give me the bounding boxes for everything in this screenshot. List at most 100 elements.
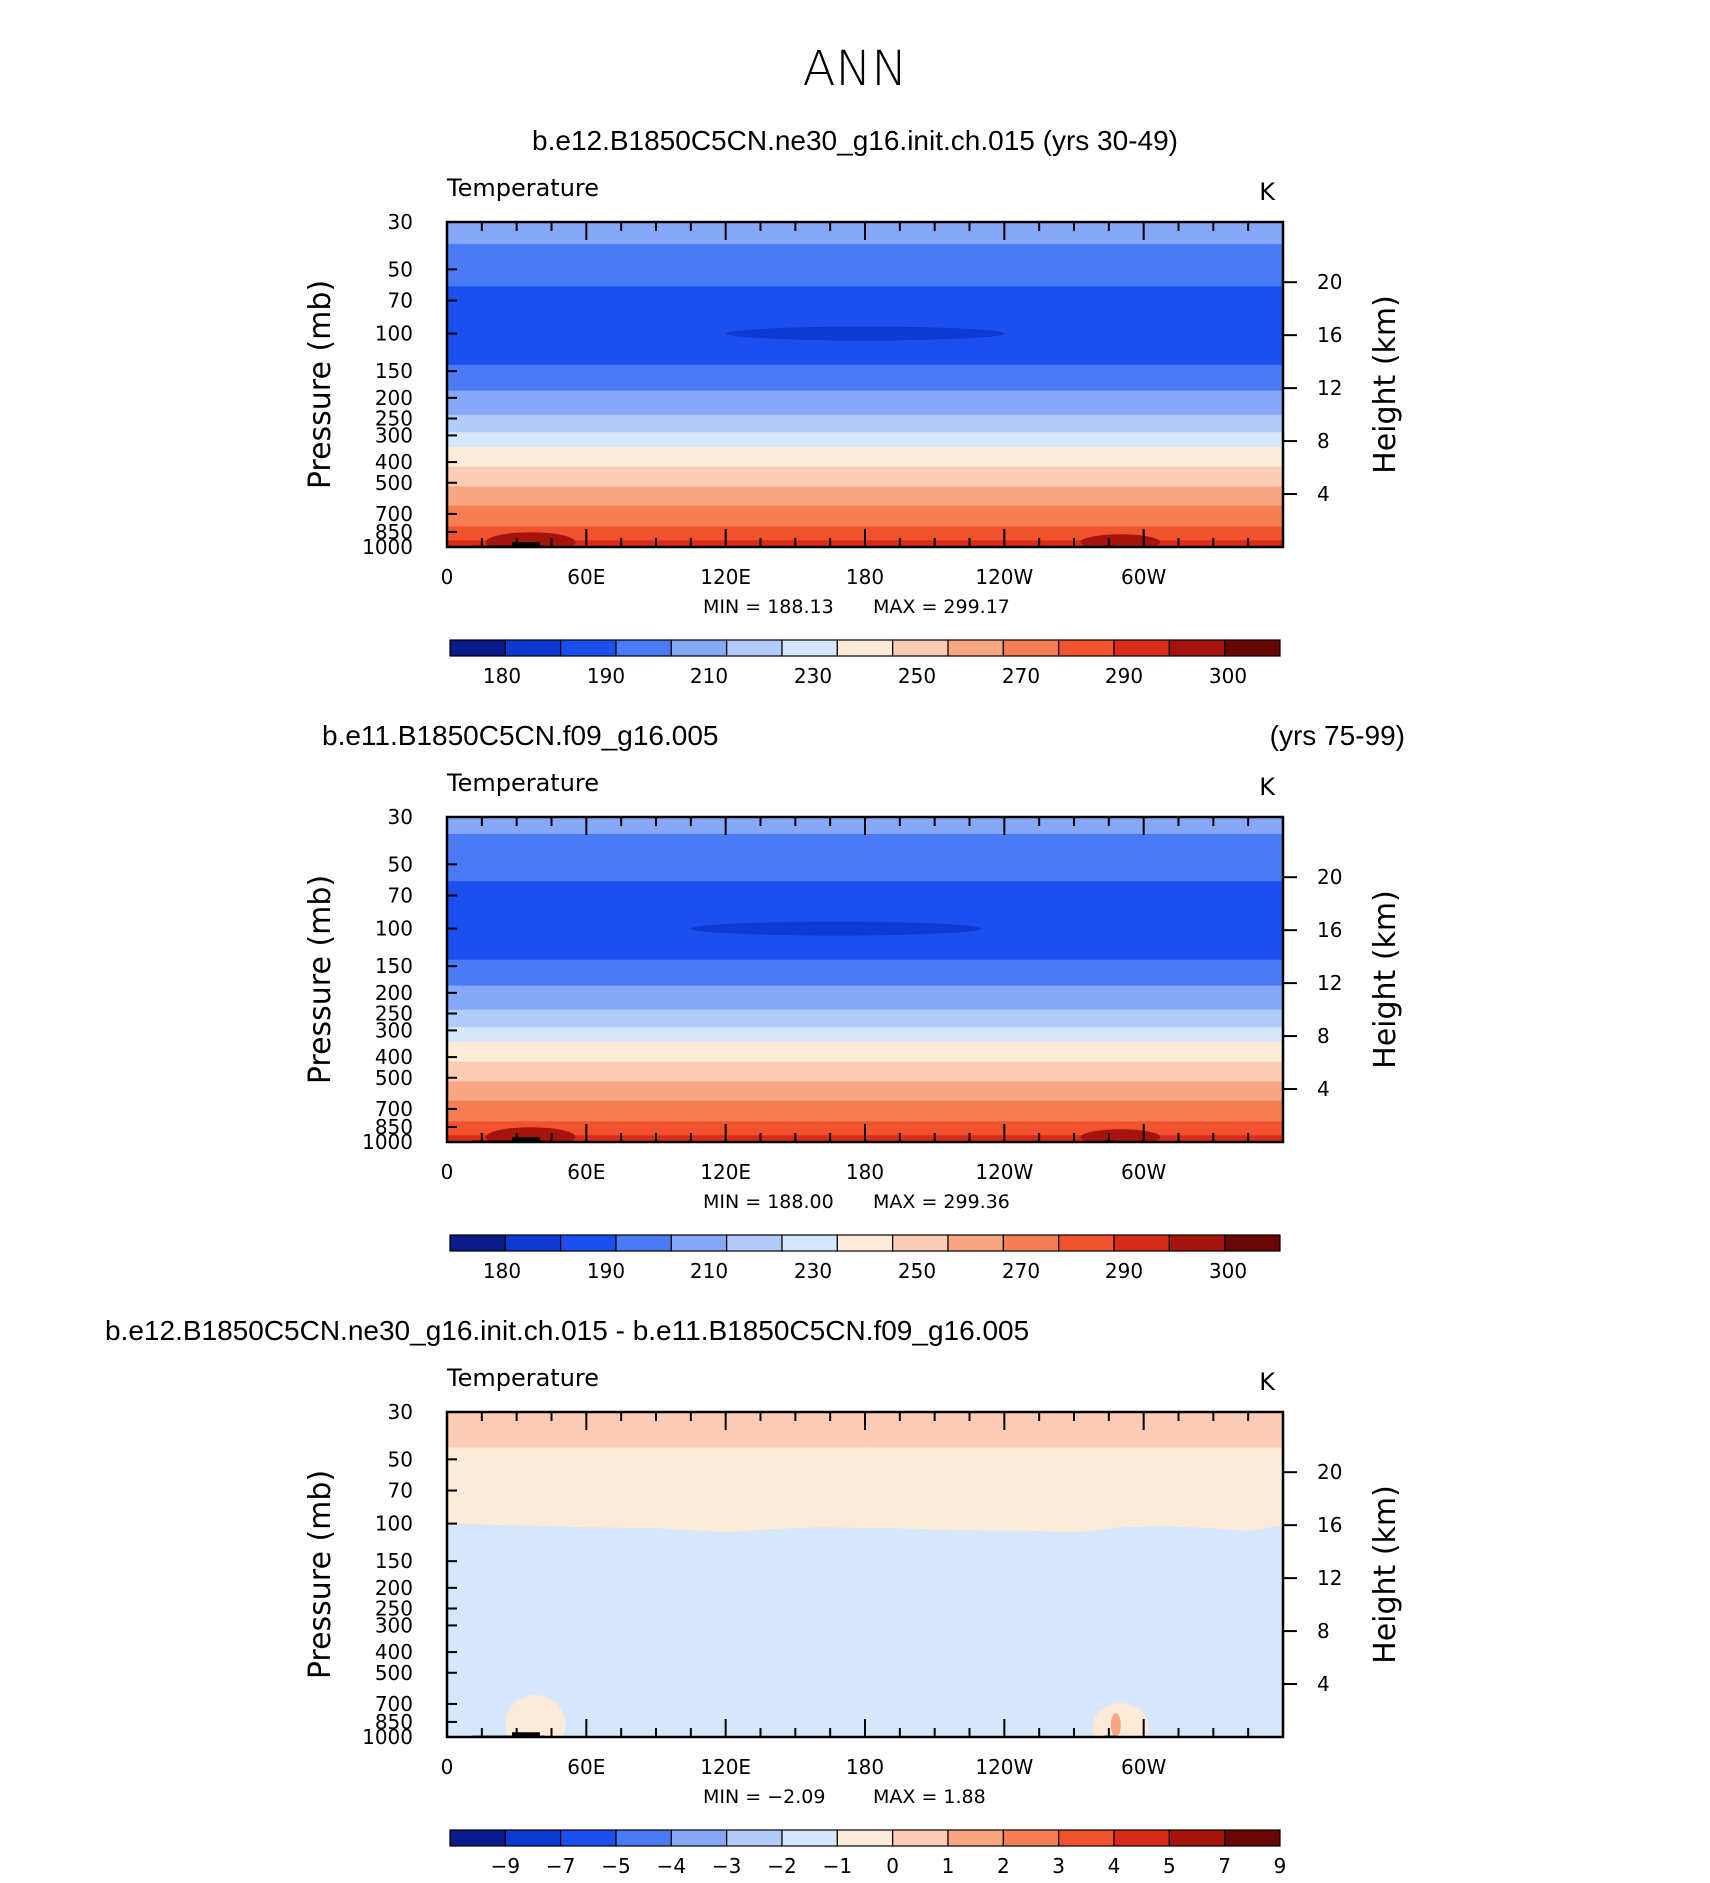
y-tick-label: 200 — [375, 386, 413, 410]
y-tick-label: 400 — [375, 1640, 413, 1664]
colorbar-label: 2 — [997, 1854, 1010, 1878]
colorbar-box — [1002, 639, 1060, 657]
contour-band — [447, 486, 1283, 507]
y-right-tick-label: 20 — [1317, 270, 1342, 294]
y-tick-label: 850 — [375, 520, 413, 544]
panel-3: b.e12.B1850C5CN.ne30_g16.init.ch.015 - b… — [105, 1315, 1403, 1878]
y-tick-label: 700 — [375, 1692, 413, 1716]
colorbar-label: 300 — [1209, 1259, 1247, 1283]
colorbar-box — [1224, 639, 1281, 657]
colorbar-box — [1002, 1234, 1060, 1252]
colorbar-label: 290 — [1105, 664, 1143, 688]
colorbar-label: −1 — [823, 1854, 852, 1878]
y-tick-label: 70 — [388, 884, 413, 908]
stat-max: MAX = 299.36 — [873, 1191, 1010, 1213]
colorbar-label: −3 — [712, 1854, 741, 1878]
y-tick-label: 250 — [375, 1597, 413, 1621]
colorbar-box — [504, 1234, 562, 1252]
colorbar-box — [449, 1234, 506, 1252]
y-right-tick-label: 20 — [1317, 1460, 1342, 1484]
y-tick-label: 50 — [388, 257, 413, 281]
y-right-tick-label: 16 — [1317, 323, 1342, 347]
colorbar-box — [560, 639, 617, 657]
colorbar-label: 190 — [587, 664, 625, 688]
y-right-axis-label: Height (km) — [1368, 890, 1403, 1069]
variable-label: Temperature — [446, 1364, 599, 1392]
colorbar-box — [781, 1829, 838, 1847]
x-tick-label: 180 — [846, 565, 884, 589]
y-tick-label: 1000 — [362, 1130, 413, 1154]
y-tick-label: 150 — [375, 359, 413, 383]
colorbar-box — [1168, 639, 1226, 657]
y-tick-label: 850 — [375, 1710, 413, 1734]
y-tick-label: 200 — [375, 1576, 413, 1600]
x-tick-label: 60E — [567, 565, 605, 589]
stat-max: MAX = 1.88 — [873, 1786, 986, 1808]
cold-core — [690, 921, 982, 936]
y-tick-label: 500 — [375, 1066, 413, 1090]
y-tick-label: 100 — [375, 917, 413, 941]
topography — [512, 1732, 540, 1737]
colorbar-label: 190 — [587, 1259, 625, 1283]
colorbar-box — [726, 1829, 783, 1847]
contour-band — [447, 959, 1283, 987]
y-tick-label: 300 — [375, 423, 413, 447]
colorbar-label: −9 — [491, 1854, 520, 1878]
colorbar-box — [947, 1829, 1004, 1847]
cold-core — [725, 326, 1005, 341]
stat-min: MIN = −2.09 — [703, 1786, 825, 1808]
panel-title: b.e12.B1850C5CN.ne30_g16.init.ch.015 (yr… — [532, 125, 1178, 156]
colorbar-box — [670, 1829, 728, 1847]
colorbar-label: 5 — [1163, 1854, 1176, 1878]
colorbar-label: 210 — [690, 664, 728, 688]
colorbar-box — [560, 1234, 617, 1252]
colorbar-label: 250 — [898, 664, 936, 688]
y-right-tick-label: 4 — [1317, 482, 1330, 506]
colorbar-label: 0 — [886, 1854, 899, 1878]
colorbar-label: 1 — [942, 1854, 955, 1878]
y-tick-label: 100 — [375, 1512, 413, 1536]
y-right-tick-label: 8 — [1317, 1024, 1330, 1048]
colorbar-box — [726, 639, 783, 657]
colorbar-label: 290 — [1105, 1259, 1143, 1283]
colorbar-label: 230 — [794, 1259, 832, 1283]
colorbar-box — [615, 1829, 672, 1847]
colorbar-box — [947, 1234, 1004, 1252]
colorbar-box — [670, 639, 728, 657]
variable-label: Temperature — [446, 174, 599, 202]
surface-warm — [485, 532, 576, 547]
contour-band — [447, 833, 1283, 882]
y-tick-label: 30 — [388, 805, 413, 829]
colorbar-label: 230 — [794, 664, 832, 688]
contour-band — [447, 1042, 1283, 1063]
colorbar-box — [615, 639, 672, 657]
y-tick-label: 250 — [375, 1002, 413, 1026]
colorbar-box — [1113, 1829, 1170, 1847]
colorbar-label: 180 — [483, 664, 521, 688]
colorbar-box — [449, 1829, 506, 1847]
x-tick-label: 0 — [441, 1755, 454, 1779]
y-tick-label: 300 — [375, 1018, 413, 1042]
plot-area — [447, 1412, 1283, 1737]
y-tick-label: 700 — [375, 1097, 413, 1121]
y-tick-label: 400 — [375, 450, 413, 474]
y-tick-label: 500 — [375, 1661, 413, 1685]
y-right-tick-label: 12 — [1317, 971, 1342, 995]
contour-band — [447, 1027, 1283, 1043]
x-tick-label: 0 — [441, 565, 454, 589]
colorbar-label: 270 — [1002, 1259, 1040, 1283]
y-tick-label: 30 — [388, 210, 413, 234]
colorbar-box — [504, 639, 562, 657]
contour-band — [447, 243, 1283, 287]
units-label: K — [1259, 178, 1276, 206]
y-right-tick-label: 12 — [1317, 1566, 1342, 1590]
surface-anomaly — [1110, 1713, 1121, 1737]
contour-band — [447, 414, 1283, 433]
stat-min: MIN = 188.00 — [703, 1191, 834, 1213]
y-right-tick-label: 4 — [1317, 1077, 1330, 1101]
y-tick-label: 70 — [388, 1479, 413, 1503]
contour-band — [447, 985, 1283, 1011]
colorbar-label: −4 — [657, 1854, 686, 1878]
x-tick-label: 60E — [567, 1755, 605, 1779]
